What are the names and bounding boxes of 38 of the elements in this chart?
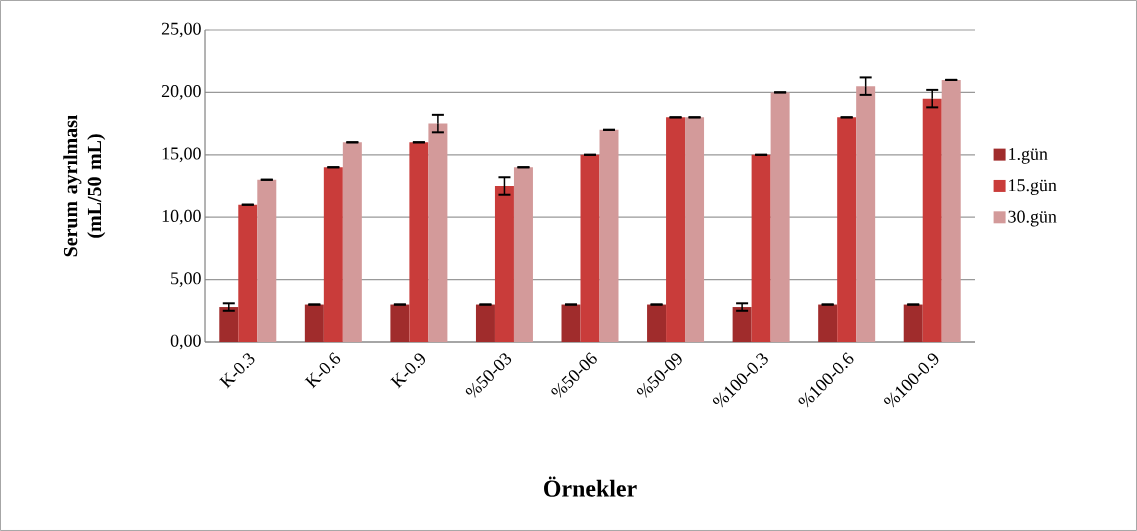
y-tick-label: 20,00 — [161, 85, 201, 100]
bar — [856, 86, 876, 342]
y-tick-label: 5,00 — [171, 272, 201, 287]
bar — [903, 304, 923, 342]
bar — [257, 179, 277, 342]
bar — [647, 304, 667, 342]
bar — [304, 304, 324, 342]
bar — [494, 185, 514, 342]
y-tick-label: 15,00 — [162, 147, 201, 163]
legend-label: 1.gün — [1009, 147, 1048, 164]
bar — [732, 307, 752, 342]
bar — [219, 307, 239, 342]
bar — [561, 304, 581, 342]
y-tick-label: 25,00 — [161, 22, 201, 38]
bar — [685, 117, 705, 342]
bar — [599, 129, 619, 342]
y-tick-label: 0,00 — [170, 334, 201, 350]
y-axis-title: Serum ayrılması (mL/50 mL) — [63, 114, 106, 257]
bar — [580, 154, 600, 342]
y-tick-label: 10,00 — [162, 209, 201, 225]
bar — [751, 154, 771, 342]
x-axis-title: Örnekler — [544, 476, 637, 497]
bar — [323, 167, 343, 342]
bar — [922, 98, 942, 342]
legend-label: 15.gün — [1009, 179, 1057, 195]
bar — [770, 92, 790, 342]
bar — [666, 117, 686, 342]
bar — [475, 304, 495, 342]
bar — [837, 117, 857, 342]
bar — [513, 167, 533, 342]
legend-label: 30.gün — [1008, 210, 1057, 227]
bar — [342, 142, 362, 342]
bar — [409, 142, 429, 342]
bar — [238, 204, 258, 342]
bar — [428, 123, 448, 342]
bar — [390, 304, 410, 342]
bar — [818, 304, 838, 342]
bar — [941, 79, 961, 342]
